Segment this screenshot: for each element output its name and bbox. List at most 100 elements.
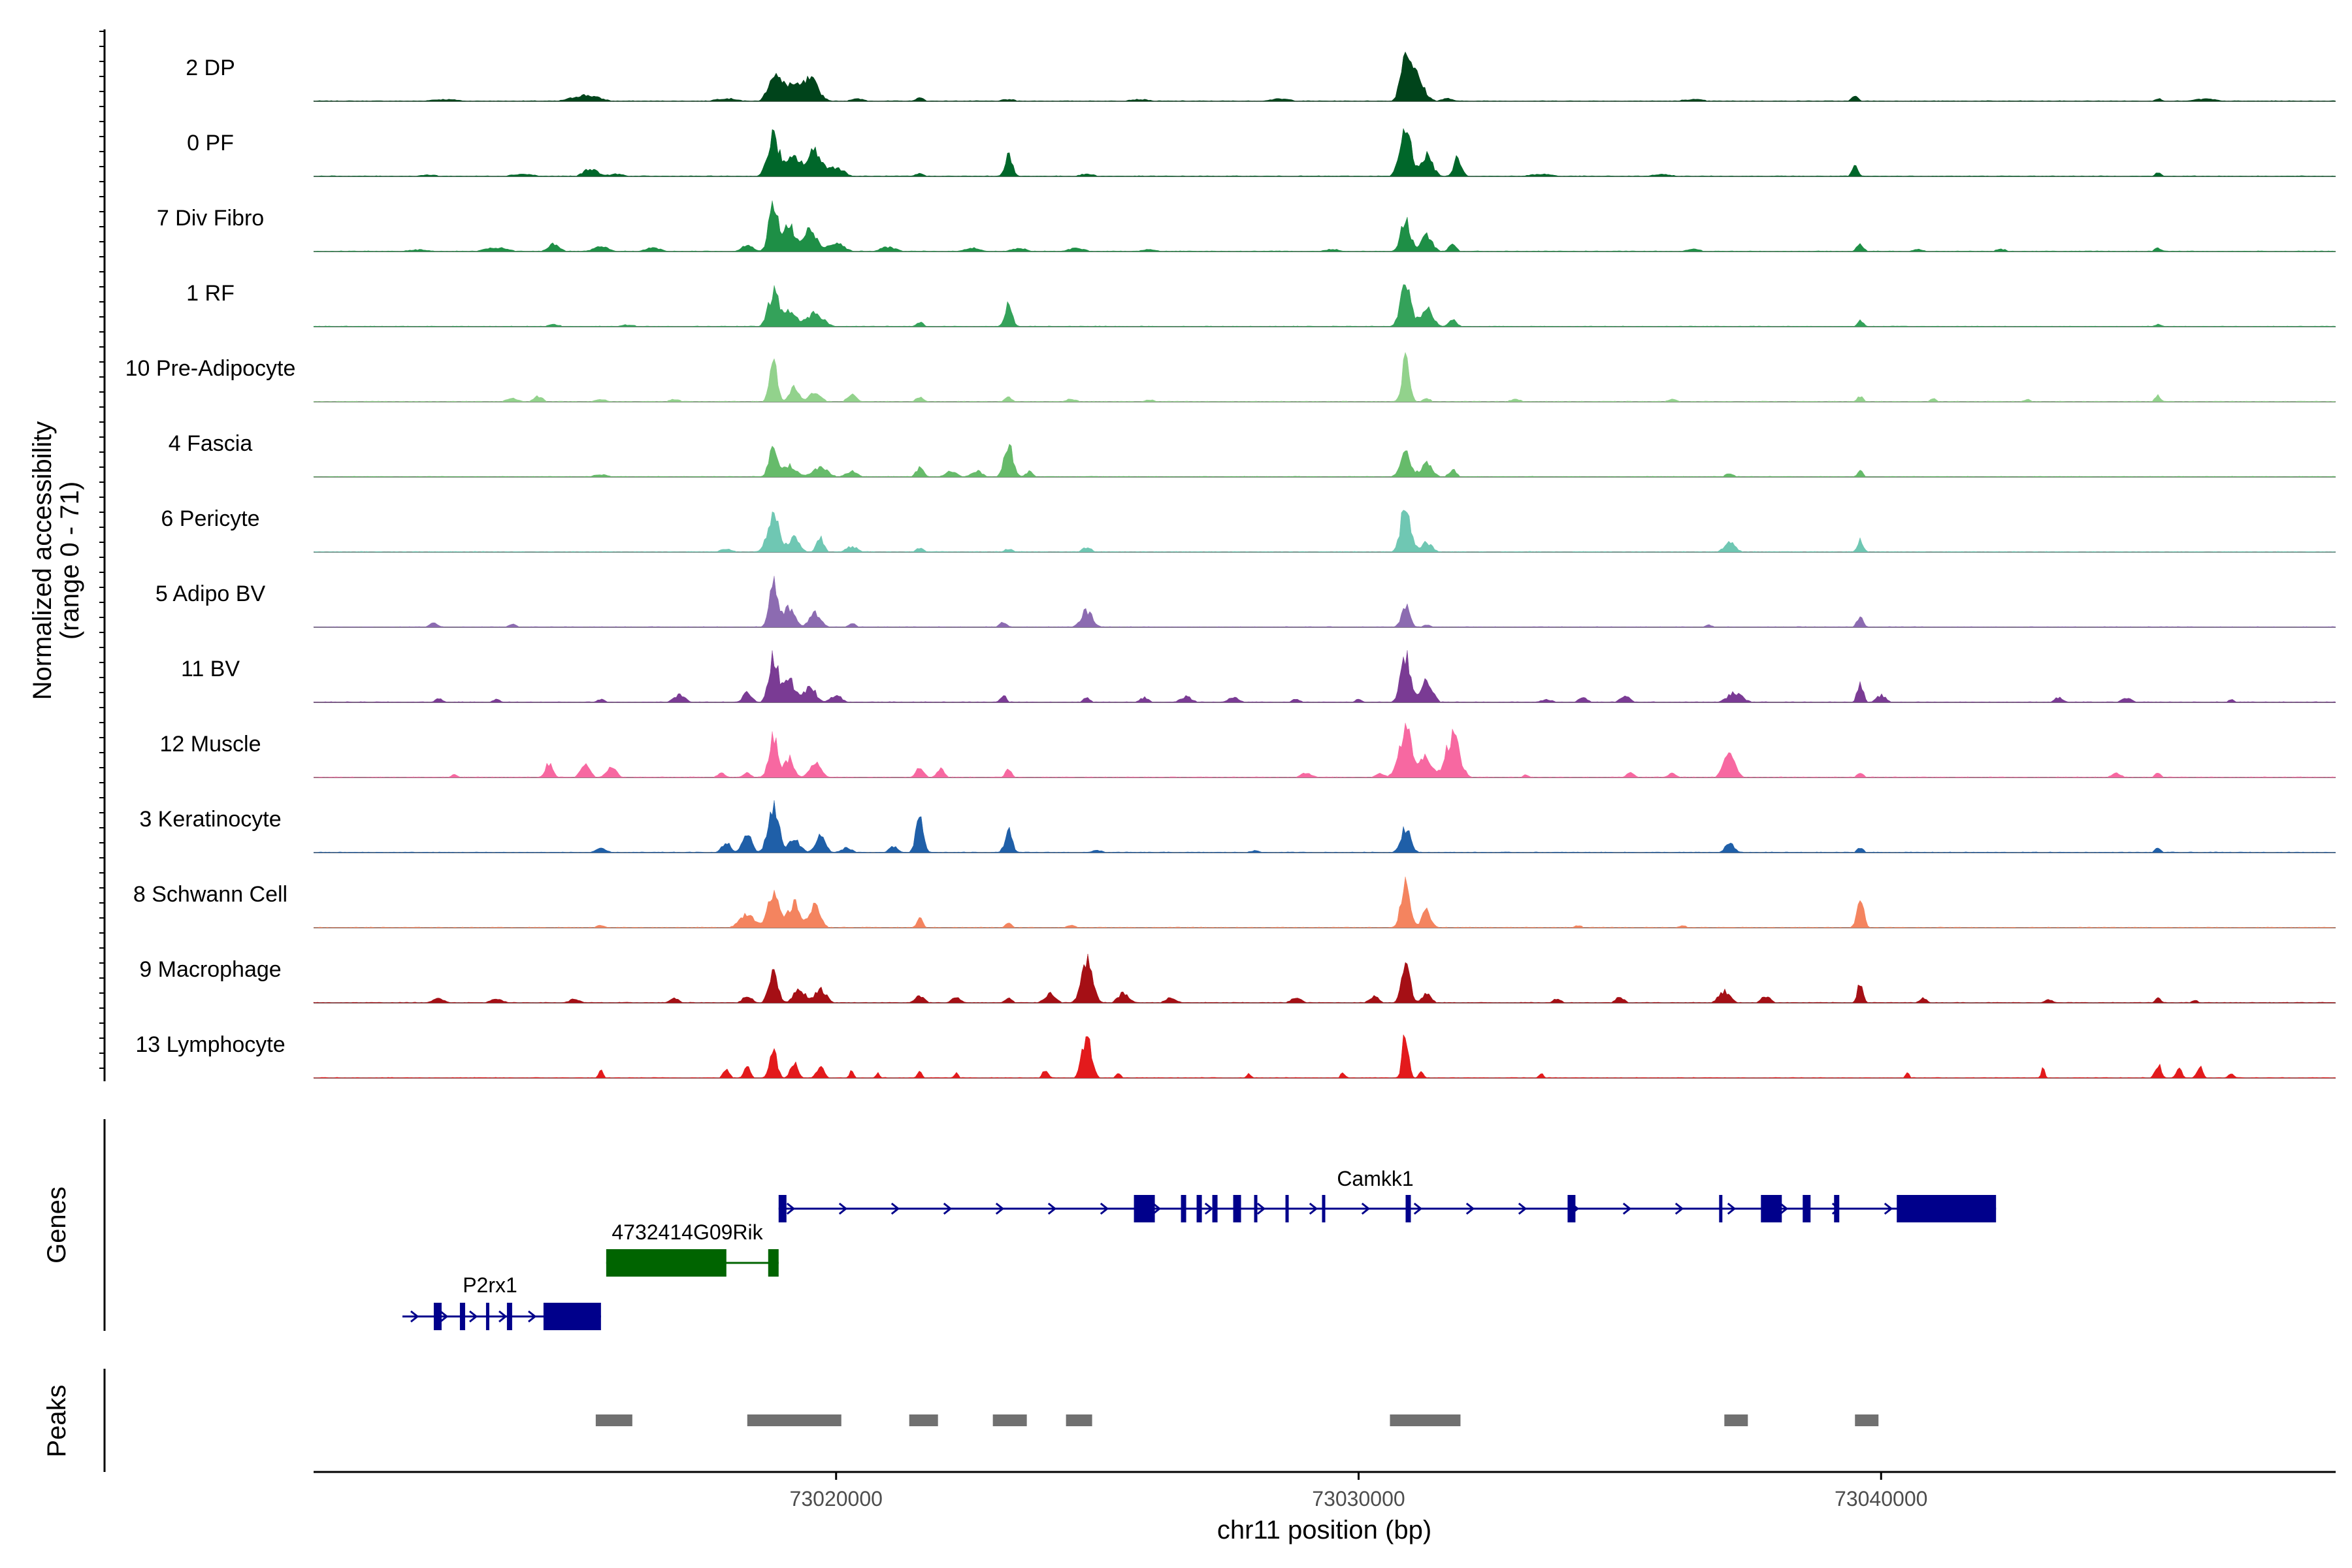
coverage-area	[313, 510, 2336, 553]
coverage-area	[313, 953, 2336, 1004]
gene-exon	[768, 1249, 779, 1277]
gene-exon	[1254, 1195, 1258, 1222]
peak-region	[747, 1414, 841, 1426]
track-label: 4 Fascia	[169, 431, 253, 456]
peaks-panel: Peaks	[42, 1369, 1879, 1472]
track-label: 10 Pre-Adipocyte	[125, 356, 296, 381]
y-axis-label-range: (range 0 - 71)	[56, 482, 84, 640]
gene-label: Camkk1	[1337, 1167, 1413, 1190]
track-label: 7 Div Fibro	[157, 206, 264, 231]
gene-4732414g09rik: 4732414G09Rik	[606, 1220, 779, 1277]
coverage-area	[313, 576, 2336, 628]
strand-arrow	[1779, 1202, 1789, 1215]
strand-arrow	[1413, 1202, 1423, 1215]
track-label: 5 Adipo BV	[155, 581, 266, 606]
gene-exon	[606, 1249, 727, 1277]
strand-arrow	[786, 1202, 796, 1215]
strand-arrow	[890, 1202, 900, 1215]
gene-exon	[1285, 1195, 1289, 1222]
x-tick-label: 73020000	[790, 1487, 883, 1511]
x-tick-label: 73030000	[1312, 1487, 1405, 1511]
coverage-area	[313, 51, 2336, 102]
gene-exon	[459, 1303, 465, 1330]
track-12-muscle: 12 Muscle	[160, 723, 2336, 778]
track-5-adipo-bv: 5 Adipo BV	[155, 576, 2336, 628]
gene-exon	[1803, 1195, 1811, 1222]
gene-exon	[506, 1303, 512, 1330]
coverage-area	[313, 201, 2336, 252]
track-7-div-fibro: 7 Div Fibro	[157, 201, 2336, 252]
genes-track-label: Genes	[42, 1186, 71, 1264]
strand-arrow	[1309, 1202, 1318, 1215]
gene-exon	[1233, 1195, 1241, 1222]
coverage-area	[313, 444, 2336, 478]
track-label: 12 Muscle	[160, 732, 261, 757]
genes-panel: Genes Camkk1 4732414G09Rik P2rx1	[42, 1119, 1997, 1331]
strand-arrow	[1047, 1202, 1057, 1215]
track-label: 9 Macrophage	[139, 957, 281, 982]
strand-arrow	[1204, 1202, 1214, 1215]
track-10-pre-adipocyte: 10 Pre-Adipocyte	[125, 351, 2336, 402]
gene-exon	[1181, 1195, 1186, 1222]
x-ticks: 73020000 73030000 73040000	[790, 1472, 1927, 1511]
peak-region	[992, 1414, 1027, 1426]
peaks-track-label: Peaks	[42, 1384, 71, 1457]
gene-label: P2rx1	[463, 1273, 517, 1297]
gene-exon	[1196, 1195, 1202, 1222]
x-axis-title: chr11 position (bp)	[1217, 1516, 1431, 1544]
gene-camkk1: Camkk1	[778, 1167, 1997, 1222]
coverage-area	[313, 800, 2336, 853]
track-label: 0 PF	[187, 131, 234, 155]
x-tick-label: 73040000	[1835, 1487, 1927, 1511]
strand-arrow	[1622, 1202, 1632, 1215]
strand-arrow	[1518, 1202, 1527, 1215]
strand-arrow	[1152, 1202, 1162, 1215]
gene-label: 4732414G09Rik	[612, 1220, 763, 1244]
strand-arrow	[1256, 1202, 1266, 1215]
gene-exon	[543, 1303, 601, 1330]
coverage-area	[313, 876, 2336, 928]
peak-region	[1855, 1414, 1879, 1426]
coverage-tracks: 2 DP 0 PF 7 Div Fibro 1 RF 10 Pre-Adipocyte 4…	[125, 51, 2336, 1079]
coverage-y-axis	[99, 29, 106, 1081]
coverage-area	[313, 351, 2336, 402]
strand-arrow	[1100, 1202, 1109, 1215]
coverage-area	[313, 723, 2336, 778]
strand-arrow	[469, 1310, 478, 1323]
strand-arrow	[528, 1310, 537, 1323]
gene-exon	[1322, 1195, 1326, 1222]
coverage-area	[313, 284, 2336, 327]
track-label: 3 Keratinocyte	[139, 807, 281, 832]
track-label: 13 Lymphocyte	[135, 1032, 285, 1057]
peak-region	[1390, 1414, 1461, 1426]
coverage-area	[313, 127, 2336, 177]
gene-p2rx1: P2rx1	[402, 1273, 601, 1330]
gene-models: Camkk1 4732414G09Rik P2rx1	[402, 1167, 1997, 1330]
track-11-bv: 11 BV	[181, 650, 2336, 703]
gene-exon	[1761, 1195, 1782, 1222]
peak-region	[595, 1414, 632, 1426]
peak-region	[909, 1414, 938, 1426]
track-8-schwann-cell: 8 Schwann Cell	[133, 876, 2336, 928]
strand-arrow	[943, 1202, 953, 1215]
track-13-lymphocyte: 13 Lymphocyte	[135, 1032, 2336, 1079]
strand-arrow	[440, 1310, 449, 1323]
gene-exon	[778, 1195, 787, 1222]
track-label: 6 Pericyte	[161, 506, 259, 531]
track-9-macrophage: 9 Macrophage	[139, 953, 2336, 1004]
coverage-area	[313, 1034, 2336, 1079]
strand-arrow	[1727, 1202, 1737, 1215]
peak-region	[1724, 1414, 1748, 1426]
peak-regions	[595, 1414, 1879, 1426]
coverage-area	[313, 650, 2336, 703]
gene-exon	[1134, 1195, 1155, 1222]
x-axis: 73020000 73030000 73040000 chr11 position …	[314, 1471, 2336, 1544]
gene-exon	[1719, 1195, 1723, 1222]
track-6-pericyte: 6 Pericyte	[161, 506, 2336, 553]
gene-exon	[1897, 1195, 1997, 1222]
strand-arrow	[1674, 1202, 1684, 1215]
gene-exon	[1212, 1195, 1218, 1222]
strand-arrow	[410, 1310, 419, 1323]
